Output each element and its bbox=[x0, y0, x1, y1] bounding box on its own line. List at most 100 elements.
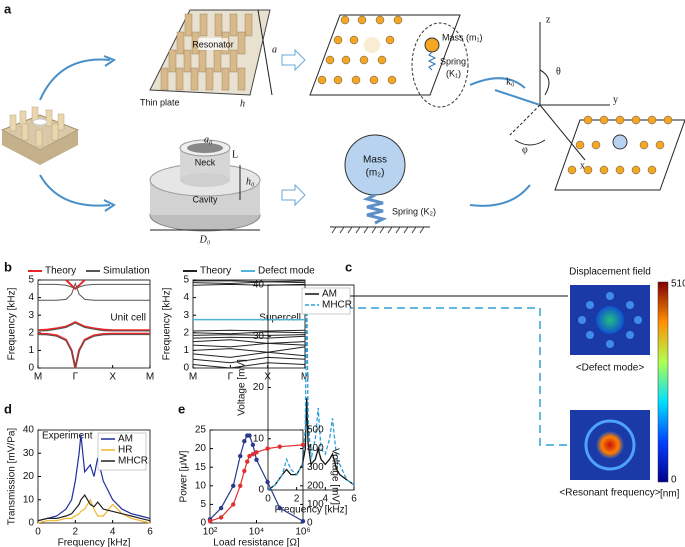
series-line bbox=[192, 334, 306, 336]
axis-x: x bbox=[580, 160, 585, 171]
series-line bbox=[37, 334, 150, 368]
neck-label: Neck bbox=[195, 157, 216, 167]
pillar-plate bbox=[149, 9, 273, 96]
mass-spring-2 bbox=[330, 134, 430, 234]
diameter-label: D₀ bbox=[199, 234, 211, 245]
y-tick-label: 40 bbox=[253, 280, 265, 291]
panel-label: c bbox=[345, 259, 352, 274]
y-tick-label: 0 bbox=[258, 485, 264, 496]
mass2-symbol: (m₂) bbox=[366, 168, 385, 179]
x-tick-label: 4 bbox=[110, 527, 116, 538]
x-tick-label: 6 bbox=[351, 494, 357, 505]
point bbox=[231, 502, 236, 507]
series-line bbox=[37, 332, 150, 369]
spring2-label: Spring (K₂) bbox=[392, 206, 436, 216]
point bbox=[231, 483, 236, 488]
x-tick-label: Γ bbox=[228, 372, 234, 383]
y-tick-label: 20 bbox=[253, 382, 265, 393]
axis-y: y bbox=[613, 94, 618, 105]
theta-label: θ bbox=[556, 66, 561, 77]
metamaterial-block bbox=[0, 106, 80, 165]
panel-label: b bbox=[4, 259, 12, 274]
plate-right bbox=[554, 115, 685, 191]
series-line bbox=[192, 351, 306, 358]
colorbar-unit: [nm] bbox=[660, 489, 680, 500]
series-line bbox=[192, 329, 306, 332]
y-tick-label: 10 bbox=[195, 480, 207, 491]
point bbox=[242, 468, 247, 474]
point bbox=[254, 457, 259, 462]
point bbox=[242, 438, 247, 444]
annotation: Supercell bbox=[259, 313, 301, 324]
y-tick-label: 4 bbox=[183, 292, 189, 303]
y-tick-label: 1 bbox=[183, 345, 189, 356]
point bbox=[265, 446, 270, 451]
series-line bbox=[38, 283, 150, 290]
y2-axis-label: Voltage [mV] bbox=[329, 448, 340, 505]
y-tick-label: 5 bbox=[28, 275, 34, 286]
panel-label: e bbox=[178, 401, 185, 416]
spring1-symbol: (K₁) bbox=[446, 68, 461, 78]
y-axis-label: Frequency [kHz] bbox=[7, 287, 18, 360]
field-spot bbox=[596, 306, 624, 334]
panel-a: a Resonator Thin pl bbox=[0, 1, 685, 245]
x-axis-label: Frequency [kHz] bbox=[58, 538, 131, 547]
flow-arrow bbox=[103, 55, 117, 67]
point bbox=[207, 518, 213, 524]
x-tick-label: 10² bbox=[203, 527, 218, 538]
y2-tick-label: 100 bbox=[307, 499, 324, 510]
y-tick-label: 0 bbox=[183, 363, 189, 374]
field-caption: <Defect mode> bbox=[576, 363, 645, 374]
point bbox=[238, 453, 243, 459]
y-tick-label: 20 bbox=[23, 471, 35, 482]
x-axis-label: Frequency [kHz] bbox=[275, 505, 348, 516]
legend-label: Defect mode bbox=[258, 266, 315, 277]
y2-tick-label: 400 bbox=[307, 443, 324, 454]
point bbox=[250, 442, 256, 448]
series-line bbox=[193, 280, 306, 283]
y-tick-label: 0 bbox=[28, 518, 34, 529]
series-line bbox=[192, 346, 306, 353]
series-line bbox=[37, 434, 151, 522]
field-title: Displacement field bbox=[569, 267, 651, 278]
displacement-field: Displacement field <Defect mode> <Resona… bbox=[340, 267, 685, 500]
legend-box bbox=[301, 287, 351, 315]
flow-arrow bbox=[39, 174, 111, 207]
series-line bbox=[37, 498, 151, 524]
series-line bbox=[65, 279, 86, 291]
y-tick-label: 5 bbox=[200, 499, 206, 510]
legend-label: Theory bbox=[45, 266, 76, 277]
colorbar-min: 0 bbox=[671, 475, 677, 486]
thickness-label: h bbox=[240, 98, 245, 109]
colorbar bbox=[657, 281, 669, 483]
mass2-label: Mass bbox=[363, 155, 387, 166]
y2-tick-label: 500 bbox=[307, 425, 324, 436]
connector bbox=[345, 307, 568, 446]
field-spot bbox=[596, 431, 624, 459]
series-line bbox=[267, 397, 355, 491]
x-tick-label: 6 bbox=[147, 527, 153, 538]
cavity-height-label: h₀ bbox=[246, 176, 255, 187]
point bbox=[218, 515, 224, 520]
coordinate-system bbox=[494, 22, 610, 161]
legend-label: AM bbox=[322, 289, 337, 300]
mass-spring-plate bbox=[309, 14, 469, 108]
plot-frame bbox=[192, 279, 306, 369]
y-tick-label: 0 bbox=[200, 518, 206, 529]
y-tick-label: 5 bbox=[183, 275, 189, 286]
series-line bbox=[192, 281, 306, 285]
series-line bbox=[38, 282, 150, 301]
y-axis-label: Transmission [mV/Pa] bbox=[7, 428, 18, 526]
cavity-label: Cavity bbox=[192, 194, 218, 204]
y-tick-label: 4 bbox=[28, 292, 34, 303]
point bbox=[250, 451, 256, 457]
phi-label: φ bbox=[522, 144, 528, 155]
resonator-label: Resonator bbox=[192, 39, 234, 49]
point bbox=[245, 459, 250, 464]
flow-arrow bbox=[39, 58, 111, 101]
x-tick-label: X bbox=[109, 372, 116, 383]
x-tick-label: M bbox=[301, 372, 309, 383]
series-line bbox=[192, 331, 306, 335]
x-tick-label: 10⁴ bbox=[249, 527, 264, 538]
y-tick-label: 0 bbox=[28, 363, 34, 374]
